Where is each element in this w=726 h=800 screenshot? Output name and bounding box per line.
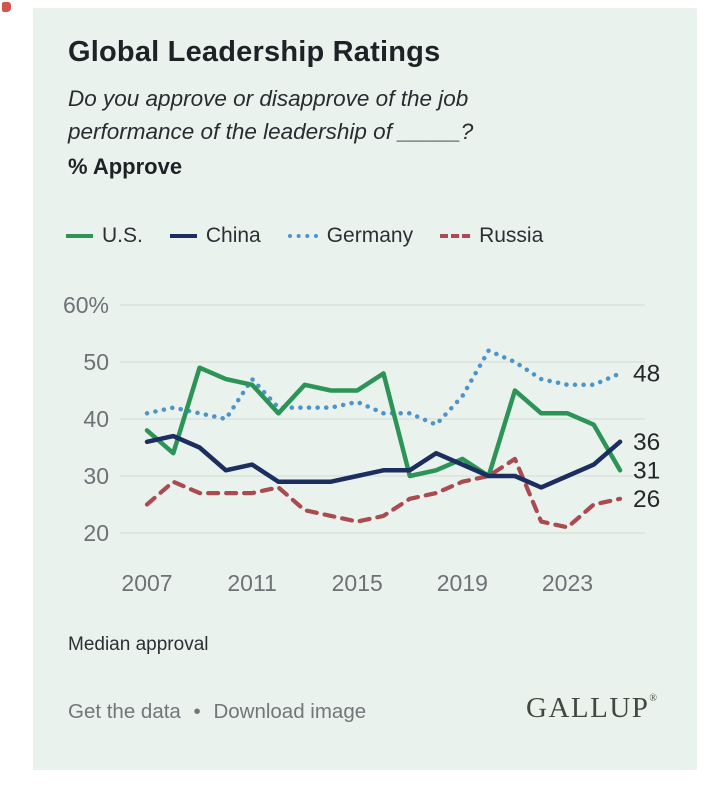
- y-tick-50: 50: [83, 349, 109, 375]
- end-label-germany: 48: [633, 360, 660, 387]
- y-tick-40: 40: [83, 406, 109, 432]
- end-label-china: 36: [633, 429, 660, 456]
- series-line-china: [144, 433, 623, 490]
- legend: U.S. China Germany Russia: [66, 222, 543, 250]
- legend-label-us: U.S.: [102, 224, 143, 247]
- x-tick-2023: 2023: [542, 570, 593, 596]
- y-tick-20: 20: [83, 520, 109, 546]
- series-line-us: [144, 365, 623, 479]
- y-tick-30: 30: [83, 463, 109, 489]
- chart-card: Global Leadership Ratings Do you approve…: [33, 8, 697, 770]
- legend-item-germany: Germany: [287, 224, 414, 248]
- legend-item-china: China: [169, 224, 261, 248]
- end-label-russia: 26: [633, 486, 660, 513]
- line-chart: 60% 50 40 30 20 2007 2011 2015 2019 2023 26 48 31 36: [33, 286, 697, 606]
- x-tick-2007: 2007: [121, 570, 172, 596]
- y-tick-60: 60%: [63, 292, 109, 318]
- legend-label-china: China: [205, 224, 261, 247]
- end-label-us: 31: [633, 457, 660, 484]
- page-title: Global Leadership Ratings: [68, 36, 441, 68]
- download-image-link[interactable]: Download image: [213, 700, 367, 723]
- series-line-russia: [144, 456, 623, 530]
- corner-mark: [2, 2, 11, 12]
- legend-item-us: U.S.: [66, 224, 143, 248]
- footer-links: Get the data • Download image: [68, 700, 366, 724]
- china-line-swatch: [169, 234, 197, 238]
- x-tick-2015: 2015: [332, 570, 383, 596]
- gallup-logo: GALLUP®: [526, 692, 657, 724]
- x-tick-2011: 2011: [227, 570, 276, 596]
- chart-note: Median approval: [68, 634, 209, 655]
- get-the-data-link[interactable]: Get the data: [68, 700, 181, 723]
- survey-question: Do you approve or disapprove of the job …: [68, 86, 474, 144]
- russia-line-swatch: [440, 234, 471, 238]
- us-line-swatch: [66, 234, 93, 238]
- series-line-germany: [144, 348, 623, 427]
- legend-label-russia: Russia: [479, 224, 544, 247]
- germany-line-swatch: [287, 234, 318, 238]
- registered-mark: ®: [649, 693, 657, 704]
- legend-label-germany: Germany: [326, 224, 414, 247]
- link-separator: •: [193, 700, 201, 723]
- x-tick-2019: 2019: [437, 570, 488, 596]
- measure-label: % Approve: [68, 154, 183, 179]
- legend-item-russia: Russia: [440, 224, 543, 248]
